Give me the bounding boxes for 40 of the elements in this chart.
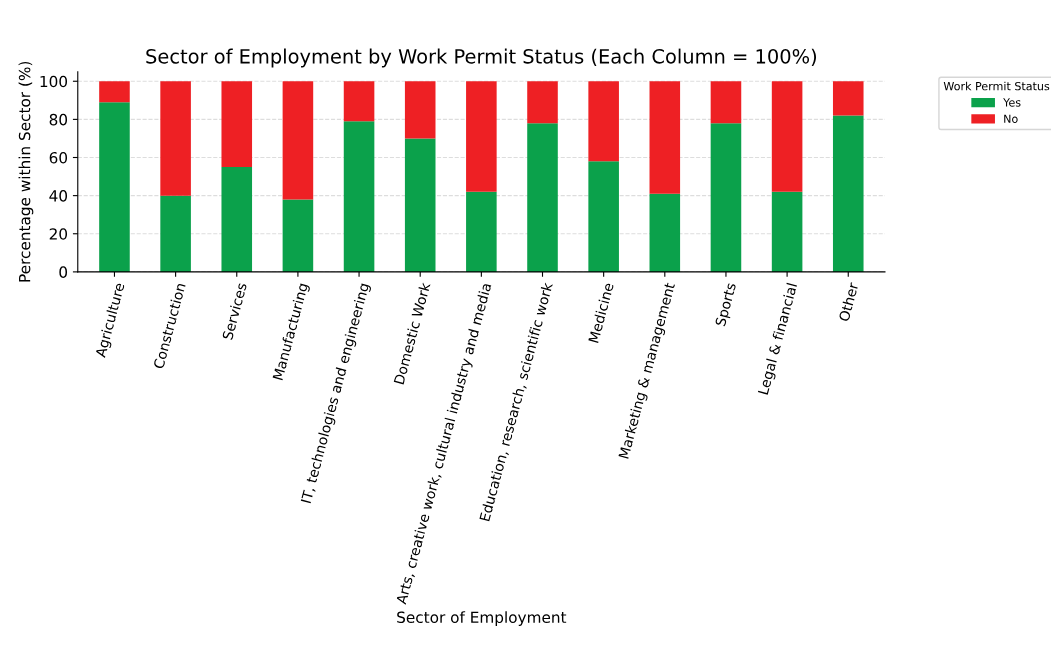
bar: [282, 199, 314, 272]
bar: [588, 81, 619, 162]
bar: [832, 115, 864, 272]
bar: [404, 138, 436, 272]
y-tick-label: 80: [49, 113, 68, 126]
y-tick-label: 100: [40, 75, 68, 88]
bar: [527, 123, 558, 272]
bar: [404, 81, 436, 139]
x-tick-label: Other: [838, 281, 859, 322]
legend-label: Yes: [1003, 98, 1021, 107]
x-tick-label: Sports: [714, 282, 739, 328]
y-tick-label: 40: [49, 190, 68, 202]
legend-title: Work Permit Status: [943, 81, 1050, 91]
bar: [466, 81, 497, 192]
y-tick-label: 0: [59, 266, 68, 278]
bar: [221, 167, 253, 272]
bar: [99, 102, 130, 272]
y-axis-title: Percentage within Sector (%): [18, 61, 34, 282]
bar: [771, 191, 803, 272]
bar: [649, 193, 681, 272]
bar: [160, 195, 191, 272]
y-tick-label: 60: [49, 151, 68, 164]
bar: [832, 81, 864, 116]
legend-label: No: [1004, 114, 1018, 123]
chart-title: Sector of Employment by Work Permit Status (Each Column = 100%): [146, 48, 817, 68]
x-axis-title: Sector of Employment: [397, 611, 567, 626]
bar: [710, 123, 742, 272]
bar: [588, 161, 619, 272]
bar: [221, 81, 253, 168]
bar: [527, 81, 558, 124]
bar: [99, 81, 130, 103]
bar: [160, 81, 191, 196]
bar: [710, 81, 742, 124]
bar: [649, 81, 681, 194]
bar: [282, 81, 314, 200]
y-tick-label: 20: [49, 228, 68, 240]
bar: [466, 191, 497, 272]
bar: [771, 81, 803, 192]
bar: [343, 121, 375, 272]
bar: [343, 81, 375, 122]
